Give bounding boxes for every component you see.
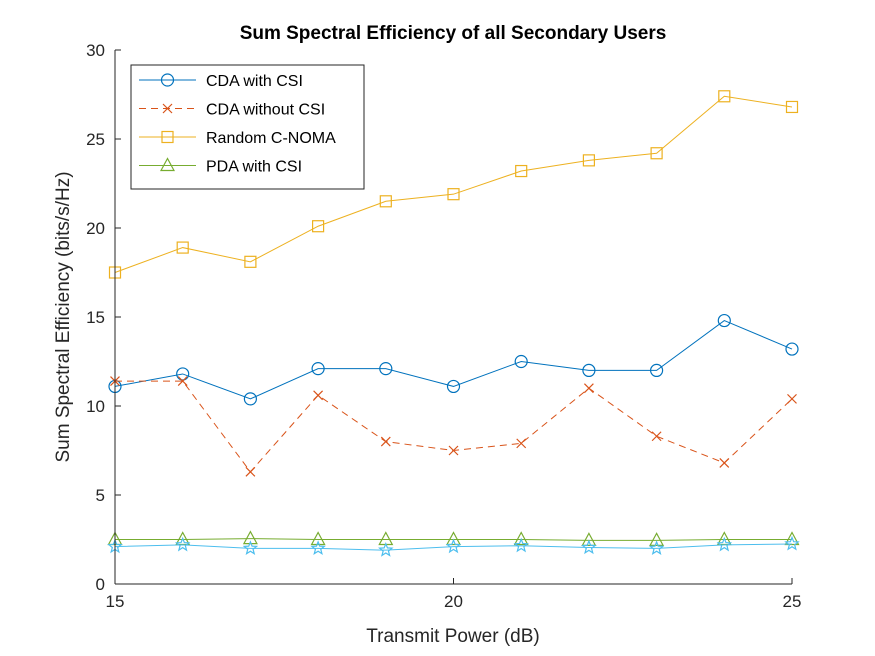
y-axis-label: Sum Spectral Efficiency (bits/s/Hz): [53, 171, 74, 462]
legend-label: Random C-NOMA: [206, 130, 336, 147]
series-4-point: [445, 531, 462, 546]
series-2-point: [516, 438, 527, 449]
series-1-point: [176, 367, 190, 381]
series-3-line: [114, 95, 793, 273]
series-1-point: [243, 392, 257, 406]
y-tick-label: 20: [86, 219, 105, 238]
series-3-point: [718, 90, 731, 103]
series-5-point: [445, 538, 462, 554]
series-1-point: [446, 379, 461, 394]
series-2-point: [448, 445, 459, 456]
series-4-point: [581, 532, 597, 546]
series-2-point: [583, 383, 594, 394]
series-1-point: [717, 313, 731, 328]
y-tick-label: 25: [86, 130, 105, 149]
series-3-point: [650, 147, 663, 160]
y-tick-label: 15: [86, 308, 105, 327]
x-axis-label: Transmit Power (dB): [366, 626, 540, 647]
series-4-point: [310, 531, 326, 546]
x-tick-label: 20: [444, 592, 463, 611]
series-3-point: [582, 154, 596, 167]
series-4-point: [513, 531, 529, 546]
legend-swatch-marker: [162, 103, 173, 114]
series-4-point: [242, 530, 258, 545]
series-3: [108, 90, 799, 279]
y-tick-label: 0: [96, 575, 105, 594]
legend-label: CDA without CSI: [206, 102, 325, 119]
y-tick-label: 5: [96, 486, 105, 505]
legend-label: CDA with CSI: [206, 73, 303, 90]
chart-title: Sum Spectral Efficiency of all Secondary…: [240, 23, 667, 44]
series-1-point: [649, 363, 664, 377]
series-1-point: [785, 342, 799, 356]
series-5: [107, 535, 800, 557]
series-3-point: [312, 220, 325, 233]
legend-swatch-marker: [159, 157, 176, 172]
series-2-point: [719, 458, 730, 468]
series-4-point: [784, 531, 800, 546]
series-1: [108, 313, 799, 406]
series-1-point: [379, 362, 393, 376]
x-tick-label: 25: [783, 592, 802, 611]
series-3-point: [515, 164, 528, 178]
series-2-point: [177, 376, 188, 387]
series-2-point: [787, 393, 797, 404]
y-tick-label: 30: [86, 41, 105, 60]
series-5-point: [310, 540, 326, 556]
series-2-point: [651, 431, 662, 442]
y-tick-label: 10: [86, 397, 105, 416]
series-1-point: [582, 363, 596, 377]
legend-label: PDA with CSI: [206, 159, 302, 176]
series-3-point: [785, 100, 799, 114]
series-5-line: [114, 543, 793, 551]
series-5-point: [378, 542, 394, 557]
series-3-point: [176, 241, 189, 254]
series-5-point: [174, 536, 191, 552]
series-5-point: [581, 539, 597, 555]
series-2-point: [380, 436, 391, 447]
x-tick-label: 15: [106, 592, 125, 611]
series-1-point: [311, 362, 325, 376]
series-1-point: [514, 354, 528, 369]
series-5-point: [716, 536, 733, 552]
series-2-point: [313, 390, 324, 401]
series-3-point: [244, 255, 257, 268]
series-5-point: [513, 537, 529, 553]
series-3-point: [379, 195, 392, 208]
series-5-point: [648, 540, 665, 556]
series-5-point: [242, 540, 259, 556]
series-4-point: [649, 532, 665, 546]
series-5-point: [784, 535, 800, 551]
legend-entry: Random C-NOMA: [139, 130, 336, 147]
legend-entry: PDA with CSI: [139, 157, 302, 176]
legend-swatch-marker: [161, 130, 174, 144]
series-1-line: [114, 319, 793, 400]
series-2-point: [245, 466, 256, 477]
legend-swatch-marker: [160, 73, 175, 87]
series-3-point: [447, 188, 460, 201]
legend-entry: CDA without CSI: [139, 102, 325, 119]
ticks-layer: 15 20 25 0 5 10 15 20 25 30: [86, 41, 801, 611]
legend: CDA with CSI CDA without CSI Random C-NOMA…: [130, 64, 365, 190]
legend-entry: CDA with CSI: [139, 73, 303, 90]
